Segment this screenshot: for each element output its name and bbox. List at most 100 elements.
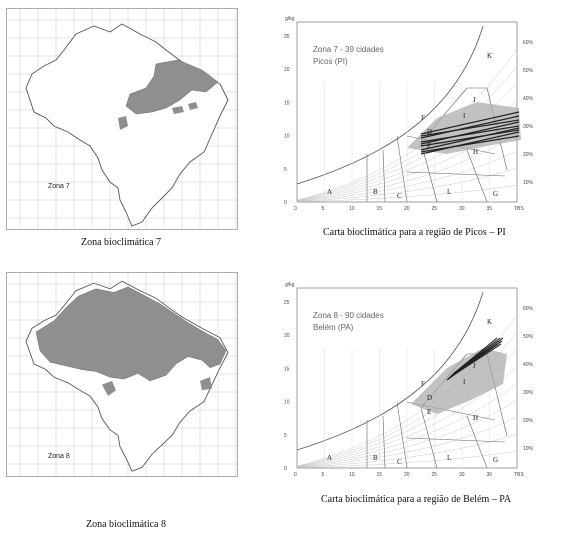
map-zona-8: Zona 8 [6, 272, 238, 477]
ug-tick-label: 25 [284, 34, 290, 40]
temperature-tick-label: 20 [404, 206, 410, 212]
hourly-climate-line [420, 135, 520, 153]
rh-tick-label: 30% [523, 390, 534, 396]
chart-caption-picos: Carta bioclimática para a região de Pico… [323, 227, 506, 238]
rh-tick-label: 40% [523, 96, 534, 102]
temperature-tick-label: 25 [432, 472, 438, 478]
rh-curve [296, 82, 518, 201]
temperature-tick-label: 20 [404, 472, 410, 478]
hourly-climate-line [420, 111, 520, 135]
temperature-tick-label: 15 [377, 206, 383, 212]
ug-tick-label: 25 [284, 300, 290, 306]
rh-tick-label: 20% [523, 152, 534, 158]
temperature-tick-label: TBS [514, 472, 524, 478]
zone-letter-f: F [421, 114, 425, 122]
hourly-climate-line [420, 125, 520, 143]
zone-letter-h: H [473, 148, 478, 156]
ug-unit-label: g/kg [285, 282, 295, 288]
saturation-curve [296, 291, 484, 451]
rh-tick-label: 60% [523, 40, 534, 46]
zone-letter-c: C [397, 192, 402, 200]
zone-letter-k: K [487, 318, 492, 326]
hourly-climate-line [420, 129, 520, 147]
zone-letter-c: C [397, 458, 402, 466]
chart-subtitle: Belém (PA) [313, 323, 354, 332]
temperature-tick-label: TBS [514, 206, 524, 212]
zone-boundary [420, 407, 438, 469]
zone-8-region [102, 380, 116, 396]
rh-tick-label: 20% [523, 418, 534, 424]
ug-tick-label: 20 [284, 67, 290, 73]
zone-boundary [382, 149, 386, 203]
map-caption-zona-7: Zona bioclimática 7 [81, 237, 161, 248]
chart-title: Zona 7 - 39 cidades [313, 45, 384, 54]
hourly-climate-line [420, 127, 520, 151]
temperature-tick-label: 0 [294, 206, 297, 212]
rh-curve [296, 382, 518, 468]
zone-letter-g: G [493, 190, 498, 198]
zone-boundary [406, 171, 506, 177]
temperature-tick-label: 0 [294, 472, 297, 478]
zone-boundary [382, 415, 386, 469]
rh-curve [296, 416, 518, 468]
rh-curve [296, 133, 518, 202]
temperature-tick-label: 10 [349, 206, 355, 212]
map-zone-label: Zona 8 [48, 453, 70, 460]
rh-curve [296, 433, 518, 468]
rh-tick-label: 50% [523, 68, 534, 74]
zone-letter-l: L [447, 454, 451, 462]
zone-letter-j: J [473, 362, 476, 370]
chart-subtitle: Picos (PI) [313, 57, 348, 66]
zone-letter-i: I [463, 378, 466, 386]
climate-data-cloud [411, 348, 507, 414]
hourly-climate-line [453, 340, 497, 374]
temperature-tick-label: 10 [349, 472, 355, 478]
chart-belem: g/kg A B C D E F G H I J K L 25 20 15 10 5 0 0 5 10 15 20 25 30 35… [281, 280, 551, 485]
zone-letter-b: B [373, 188, 378, 196]
zone-letter-e: E [427, 408, 431, 416]
ug-tick-label: 10 [284, 134, 290, 140]
rh-curve [296, 450, 518, 468]
chart-picos: g/kg A B C D E F G H I J K L 25 20 15 10 5 0 0 5 10 15 20 25 30 35… [281, 14, 551, 219]
brazil-map [25, 23, 229, 227]
ug-unit-label: g/kg [285, 16, 295, 22]
rh-tick-label: 30% [523, 124, 534, 130]
zone-8-region [35, 286, 227, 382]
temperature-tick-label: 35 [487, 206, 493, 212]
map-zona-7: Zona 7 [6, 8, 238, 230]
temperature-tick-label: 15 [377, 472, 383, 478]
zone-boundary [396, 401, 408, 469]
brazil-map [25, 280, 229, 472]
ug-tick-label: 5 [284, 433, 287, 439]
map-zone-label: Zona 7 [48, 183, 70, 190]
temperature-tick-label: 30 [459, 472, 465, 478]
zone-7-region [188, 102, 198, 110]
temperature-tick-label: 30 [459, 206, 465, 212]
saturation-curve [296, 25, 484, 185]
zone-letter-h: H [473, 414, 478, 422]
rh-tick-label: 10% [523, 446, 534, 452]
ug-tick-label: 10 [284, 400, 290, 406]
zone-letter-j: J [473, 96, 476, 104]
rh-curve [296, 167, 518, 202]
chart-caption-belem: Carta bioclimática para a região de Belé… [321, 494, 512, 505]
zone-letter-d: D [427, 128, 432, 136]
hourly-climate-line [448, 343, 502, 379]
map-frame [6, 8, 238, 230]
rh-tick-label: 50% [523, 334, 534, 340]
ug-tick-label: 15 [284, 100, 290, 106]
rh-curve [296, 399, 518, 468]
zone-letter-a: A [327, 454, 332, 462]
zone-letter-k: K [487, 52, 492, 60]
ug-tick-label: 15 [284, 366, 290, 372]
zone-boundary [396, 135, 408, 203]
chart-title: Zona 8 - 90 cidades [313, 311, 384, 320]
hourly-climate-line [451, 343, 499, 376]
rh-tick-label: 60% [523, 306, 534, 312]
zone-boundary [466, 415, 488, 469]
zone-boundary [466, 149, 488, 203]
map-caption-zona-8: Zona bioclimática 8 [86, 519, 166, 530]
temperature-tick-label: 25 [432, 206, 438, 212]
hourly-climate-line [420, 115, 520, 139]
rh-tick-label: 40% [523, 362, 534, 368]
